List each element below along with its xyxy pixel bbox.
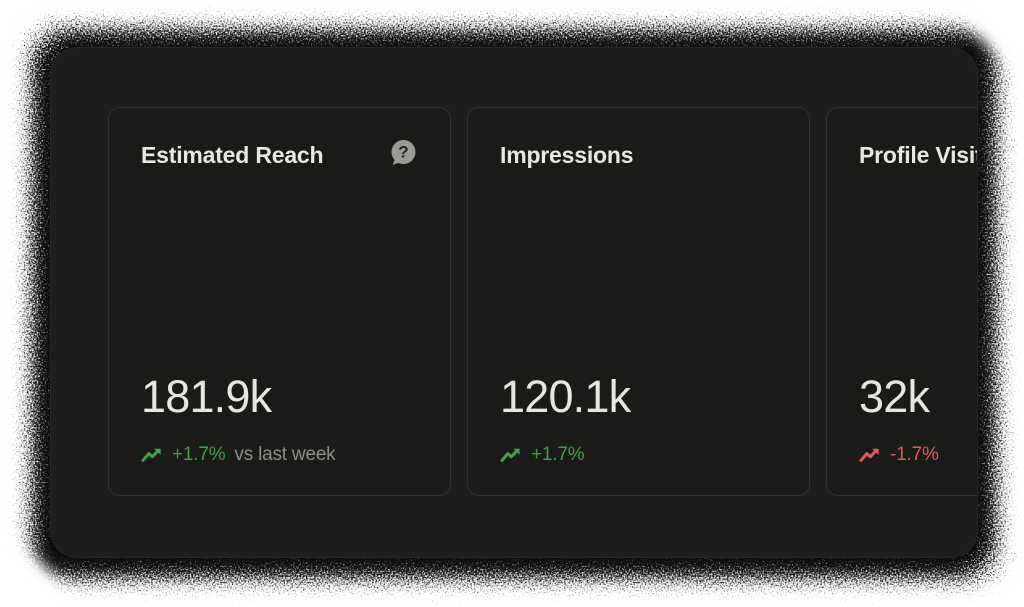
metric-value: 120.1k bbox=[500, 371, 631, 422]
card-spacer bbox=[141, 170, 418, 374]
card-title: Profile Visits bbox=[859, 142, 977, 168]
card-header: Profile Visits bbox=[859, 141, 977, 170]
trend-up-icon bbox=[500, 448, 520, 462]
delta-suffix: vs last week bbox=[234, 444, 336, 465]
stat-card-impressions: Impressions 120.1k +1.7% bbox=[467, 107, 810, 496]
card-spacer bbox=[859, 170, 977, 374]
delta-row: -1.7% bbox=[859, 444, 977, 466]
question-mark-glyph: ? bbox=[398, 143, 408, 162]
card-header: Impressions bbox=[500, 141, 777, 170]
analytics-panel: Estimated Reach ? 181.9k bbox=[50, 47, 978, 558]
help-icon: ? bbox=[391, 140, 416, 165]
stat-card-profile-visits: Profile Visits 32k -1.7% bbox=[826, 107, 977, 496]
delta-percent: +1.7% bbox=[531, 444, 585, 465]
help-tooltip-button[interactable]: ? bbox=[388, 138, 418, 168]
stat-card-estimated-reach: Estimated Reach ? 181.9k bbox=[108, 107, 451, 496]
card-header: Estimated Reach ? bbox=[141, 138, 418, 170]
delta-row: +1.7% vs last week bbox=[141, 444, 418, 466]
metric-value: 32k bbox=[859, 371, 930, 422]
trend-up-icon bbox=[141, 448, 161, 462]
delta-percent: +1.7% bbox=[172, 444, 226, 465]
card-spacer bbox=[500, 170, 777, 374]
stat-cards-row: Estimated Reach ? 181.9k bbox=[108, 107, 977, 496]
card-title: Estimated Reach bbox=[141, 142, 324, 168]
trend-down-icon bbox=[859, 448, 879, 462]
metric-value: 181.9k bbox=[141, 371, 272, 422]
delta-row: +1.7% bbox=[500, 444, 777, 466]
card-title: Impressions bbox=[500, 142, 634, 168]
delta-percent: -1.7% bbox=[890, 444, 939, 465]
